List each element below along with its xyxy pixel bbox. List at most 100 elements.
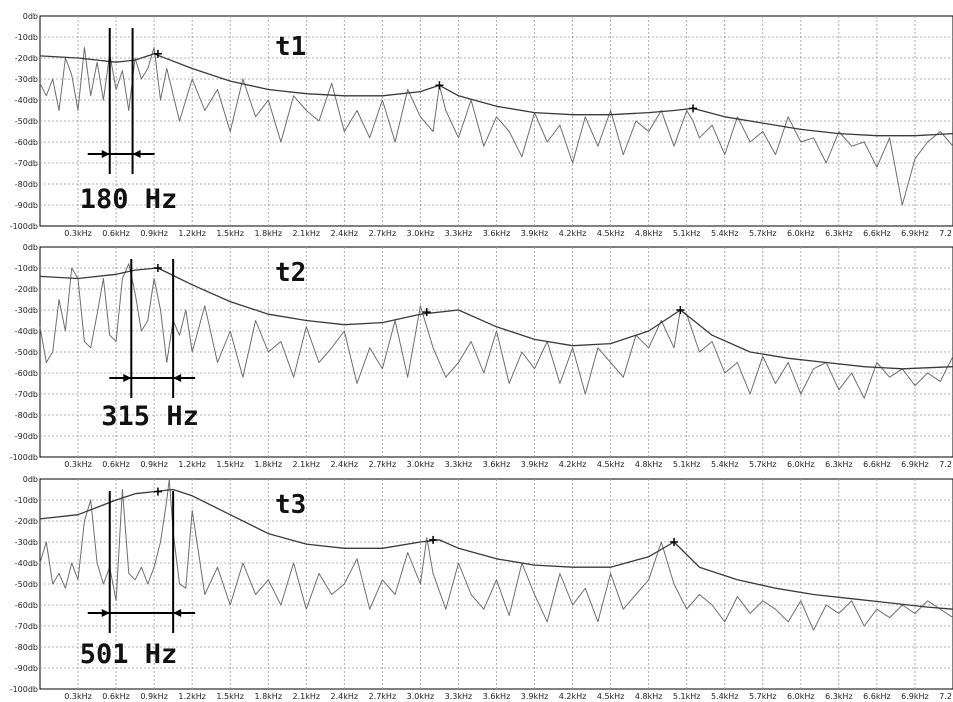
y-tick-label: 0db [23, 12, 38, 21]
y-tick-label: -20db [15, 517, 38, 526]
x-tick-label: 1.2kHz [178, 229, 206, 238]
spectrum-panel-3: 0db -10db -20db -30db -40db -50db -60db -70db -8… [10, 475, 953, 701]
x-tick-label: 4.5kHz [597, 460, 625, 469]
x-tick-label: 5.7kHz [749, 460, 777, 469]
x-tick-label: 1.5kHz [216, 460, 244, 469]
x-tick-label: 2.1kHz [293, 229, 321, 238]
peak-marker [153, 264, 162, 272]
x-tick-label: 0.6kHz [102, 692, 130, 701]
x-tick-label: 5.4kHz [711, 229, 739, 238]
x-tick-label: 5.1kHz [673, 692, 701, 701]
y-tick-label: 0db [23, 475, 38, 484]
x-tick-label: 4.2kHz [559, 460, 587, 469]
peak-marker [429, 535, 438, 544]
x-tick-label: 0.6kHz [102, 460, 130, 469]
arrow-head-right [173, 374, 182, 382]
y-tick-label: -70db [15, 159, 38, 168]
x-tick-label: 6.0kHz [787, 229, 815, 238]
y-tick-label: -10db [15, 496, 38, 505]
x-tick-label: 3.6kHz [483, 460, 511, 469]
x-tick-label: 1.8kHz [254, 229, 282, 238]
x-tick-label: 6.0kHz [787, 692, 815, 701]
x-tick-label: 3.6kHz [483, 692, 511, 701]
peak-marker [422, 308, 431, 317]
x-tick-label: 0.9kHz [140, 692, 168, 701]
x-tick-label: 1.8kHz [254, 692, 282, 701]
interval-label: 501 Hz [80, 639, 178, 670]
x-tick-label: 0.9kHz [140, 229, 168, 238]
y-tick-label: -90db [15, 201, 38, 210]
y-tick-label: -50db [15, 117, 38, 126]
interval-label: 180 Hz [80, 184, 178, 215]
y-tick-label: -100db [10, 685, 38, 694]
x-tick-label: 0.3kHz [64, 692, 92, 701]
y-tick-label: -90db [15, 664, 38, 673]
x-tick-label: 6.3kHz [825, 692, 853, 701]
y-tick-label: -80db [15, 411, 38, 420]
x-tick-label: 3.9kHz [521, 229, 549, 238]
arrow-head-right [173, 609, 182, 617]
envelope-line [39, 53, 953, 137]
y-tick-label: -50db [15, 348, 38, 357]
x-tick-label: 3.3kHz [445, 229, 473, 238]
x-tick-label: 7.2 [939, 460, 952, 469]
x-tick-label: 1.2kHz [178, 460, 206, 469]
peak-marker [153, 49, 162, 58]
x-tick-label: 4.5kHz [597, 692, 625, 701]
x-tick-label: 5.1kHz [673, 460, 701, 469]
x-tick-label: 2.1kHz [293, 692, 321, 701]
x-tick-label: 3.9kHz [521, 460, 549, 469]
envelope-line [39, 488, 953, 610]
panel-title: t1 [275, 32, 306, 62]
x-tick-label: 3.3kHz [445, 460, 473, 469]
x-tick-label: 3.0kHz [407, 460, 435, 469]
y-tick-label: -20db [15, 285, 38, 294]
interval-label: 315 Hz [101, 401, 199, 432]
y-tick-label: -10db [15, 33, 38, 42]
x-tick-label: 2.4kHz [331, 460, 359, 469]
x-tick-label: 3.0kHz [407, 229, 435, 238]
peak-marker [435, 81, 444, 90]
arrow-head-left [101, 150, 110, 158]
x-tick-label: 0.3kHz [64, 460, 92, 469]
x-tick-label: 5.7kHz [749, 692, 777, 701]
spectrum-line [39, 263, 953, 399]
interval-annotation: 315 Hz [101, 259, 199, 432]
panel-title: t3 [275, 490, 306, 520]
x-tick-label: 5.7kHz [749, 229, 777, 238]
y-tick-label: -100db [10, 222, 38, 231]
y-tick-label: -60db [15, 138, 38, 147]
peak-marker [676, 306, 685, 314]
x-tick-label: 7.2 [939, 692, 952, 701]
x-tick-label: 4.2kHz [559, 229, 587, 238]
x-tick-label: 1.2kHz [178, 692, 206, 701]
peak-marker [689, 104, 698, 113]
x-tick-label: 4.8kHz [635, 460, 663, 469]
y-tick-label: -40db [15, 327, 38, 336]
y-tick-label: -30db [15, 75, 38, 84]
x-tick-label: 6.3kHz [825, 460, 853, 469]
x-tick-label: 6.9kHz [901, 692, 929, 701]
x-tick-label: 6.6kHz [863, 460, 891, 469]
x-tick-label: 2.7kHz [369, 229, 397, 238]
y-tick-label: -50db [15, 580, 38, 589]
y-tick-label: -80db [15, 643, 38, 652]
x-tick-label: 0.3kHz [64, 229, 92, 238]
peak-marker [153, 487, 162, 496]
x-tick-label: 0.6kHz [102, 229, 130, 238]
x-tick-label: 6.6kHz [863, 692, 891, 701]
y-tick-label: -40db [15, 96, 38, 105]
x-tick-label: 7.2 [939, 229, 952, 238]
arrow-head-left [123, 374, 132, 382]
x-tick-label: 6.9kHz [901, 460, 929, 469]
x-tick-label: 1.8kHz [254, 460, 282, 469]
arrow-head-right [132, 150, 141, 158]
x-tick-label: 2.4kHz [331, 229, 359, 238]
x-tick-label: 4.8kHz [635, 692, 663, 701]
panel-title: t2 [275, 258, 306, 288]
envelope-line [39, 267, 953, 370]
x-tick-label: 6.3kHz [825, 229, 853, 238]
spectrum-panel-1: 0db -10db -20db -30db -40db -50db -60db -70db -8… [10, 12, 953, 238]
y-tick-label: -10db [15, 264, 38, 273]
